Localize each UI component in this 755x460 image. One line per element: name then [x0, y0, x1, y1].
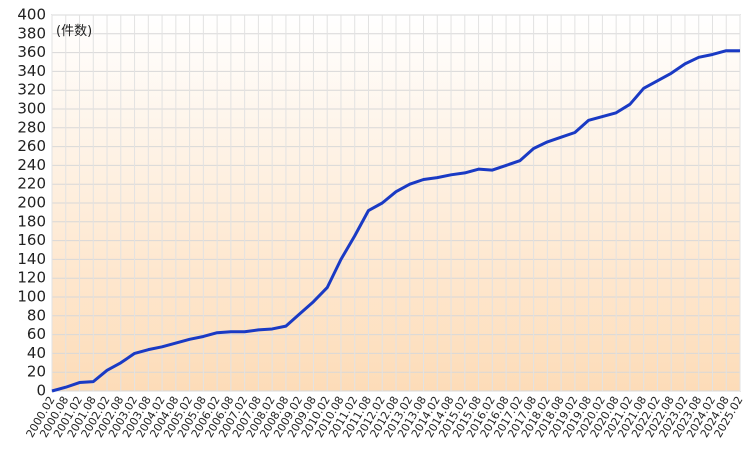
y-tick-label: 100: [17, 288, 46, 306]
y-tick-label: 140: [17, 250, 46, 268]
y-tick-label: 80: [27, 306, 46, 324]
y-tick-label: 180: [17, 212, 46, 230]
annotation: (件数): [56, 24, 92, 39]
y-tick-label: 120: [17, 269, 46, 287]
y-tick-label: 380: [17, 24, 46, 42]
y-tick-label: 20: [27, 363, 46, 381]
y-tick-label: 240: [17, 156, 46, 174]
y-tick-label: 340: [17, 62, 46, 80]
y-tick-label: 0: [36, 382, 46, 400]
y-tick-label: 400: [17, 6, 46, 24]
data-line: [51, 49, 740, 393]
y-tick-label: 40: [27, 344, 46, 362]
y-tick-label: 360: [17, 43, 46, 61]
y-tick-label: 280: [17, 118, 46, 136]
y-tick-label: 160: [17, 231, 46, 249]
y-tick-label: 260: [17, 137, 46, 155]
y-tick-label: 60: [27, 325, 46, 343]
y-tick-label: 220: [17, 175, 46, 193]
y-tick-label: 320: [17, 81, 46, 99]
y-tick-label: 300: [17, 100, 46, 118]
y-tick-label: 200: [17, 194, 46, 212]
